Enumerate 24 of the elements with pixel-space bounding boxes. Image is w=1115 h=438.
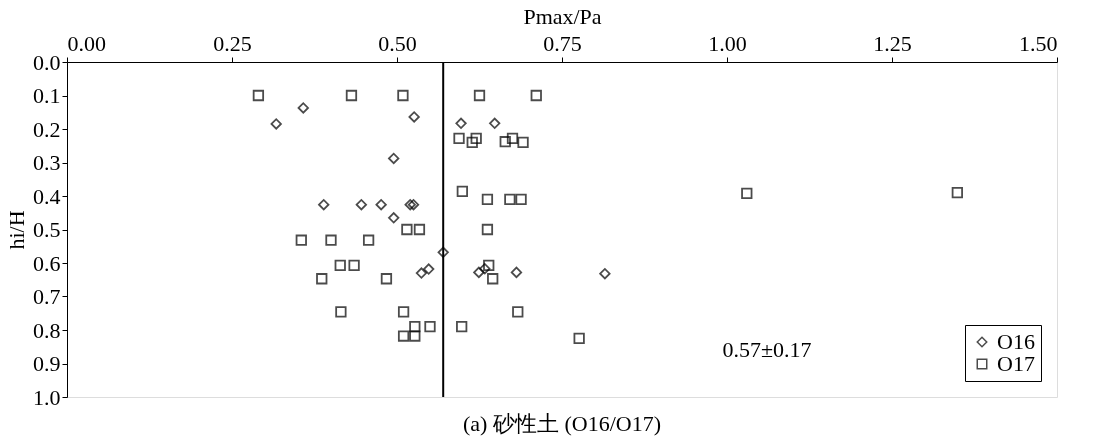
x-axis-title: Pmax/Pa (523, 3, 602, 29)
y-tick-label: 0.6 (33, 250, 61, 276)
y-tick-label: 0.9 (33, 351, 61, 376)
legend-label: O17 (997, 351, 1035, 376)
annotation: 0.57±0.17 (722, 337, 812, 362)
x-tick-label: 1.50 (1019, 30, 1058, 56)
y-tick-label: 0.7 (33, 284, 61, 309)
x-tick-label: 0.00 (67, 30, 106, 56)
y-tick-label: 0.4 (33, 183, 61, 209)
y-tick-label: 0.1 (33, 83, 61, 108)
x-tick-label: 0.25 (213, 30, 252, 56)
x-tick-label: 1.00 (708, 30, 747, 56)
y-tick-label: 0.0 (33, 49, 61, 75)
x-tick-label: 1.25 (873, 30, 912, 56)
y-tick-label: 0.3 (33, 150, 61, 175)
x-tick-label: 0.75 (543, 30, 582, 56)
y-tick-label: 0.8 (33, 317, 61, 343)
y-tick-label: 0.2 (33, 116, 61, 142)
text: (a) 砂性土 (O16/O17) (463, 411, 661, 436)
x-tick-label: 0.50 (378, 30, 417, 56)
legend-label: O16 (997, 329, 1035, 354)
y-tick-label: 0.5 (33, 217, 61, 242)
y-axis-title: hi/H (4, 210, 29, 250)
y-tick-label: 1.0 (33, 384, 61, 410)
